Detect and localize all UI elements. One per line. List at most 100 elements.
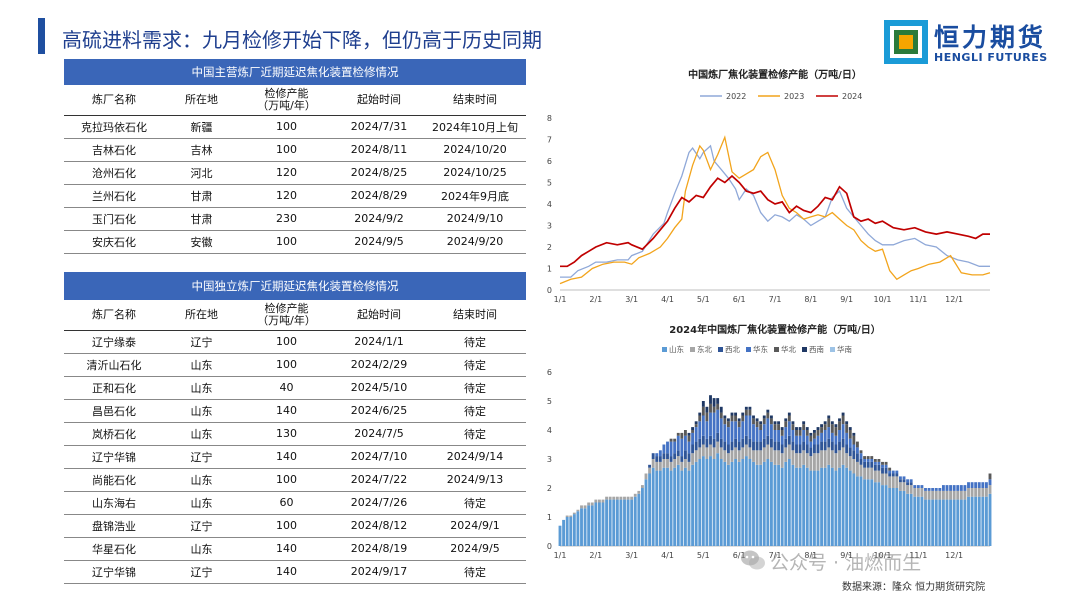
table-cell: 吉林石化: [64, 138, 164, 162]
table-cell: 100: [239, 353, 334, 377]
bar-segment: [848, 438, 852, 448]
bar-segment: [601, 502, 605, 546]
bar-segment: [927, 499, 931, 546]
bar-segment: [809, 456, 813, 471]
bar-segment: [730, 461, 734, 546]
table-row: 兰州石化 甘肃 120 2024/8/29 2024年9月底: [64, 184, 526, 208]
table-cell: 安徽: [164, 230, 239, 254]
table-cell: 昌邑石化: [64, 399, 164, 423]
bar-segment: [666, 453, 669, 459]
legend-swatch: [746, 347, 751, 352]
bar-segment: [859, 450, 863, 454]
bar-segment: [838, 418, 841, 422]
bar-segment: [759, 441, 763, 451]
bar-segment: [687, 461, 691, 471]
bar-segment: [687, 441, 691, 454]
legend-swatch: [718, 347, 723, 352]
bar-segment: [576, 511, 580, 546]
bar-segment: [795, 435, 798, 445]
bar-segment: [820, 427, 824, 433]
bar-segment: [633, 493, 637, 497]
bar-segment: [683, 459, 687, 468]
bar-segment: [956, 499, 960, 546]
table-cell: 尚能石化: [64, 468, 164, 492]
bar-segment: [773, 450, 777, 465]
bar-segment: [741, 421, 745, 439]
bar-segment: [576, 509, 580, 512]
bar-segment: [716, 432, 720, 442]
y-tick-label: 3: [547, 222, 552, 231]
table-row: 昌邑石化 山东 140 2024/6/25 待定: [64, 399, 526, 423]
bar-segment: [809, 447, 813, 457]
bar-segment: [906, 493, 910, 546]
bar-segment: [906, 485, 910, 494]
bar-segment: [909, 493, 913, 546]
bar-segment: [726, 464, 730, 546]
table-body: 辽宁缘泰 辽宁 100 2024/1/1 待定 清沂山石化 山东 100 2024/2/29 待定…: [64, 330, 526, 584]
table-cell: 甘肃: [164, 207, 239, 231]
table-row: 正和石化 山东 40 2024/5/10 待定: [64, 376, 526, 400]
bar-segment: [863, 479, 867, 546]
bar-segment: [981, 488, 985, 497]
bar-segment: [863, 461, 867, 468]
bar-segment: [734, 459, 738, 546]
bar-segment: [898, 476, 902, 480]
table-row: 吉林石化 吉林 100 2024/8/11 2024/10/20: [64, 138, 526, 162]
bar-segment: [906, 482, 910, 486]
bar-segment: [666, 467, 669, 546]
table-cell: 兰州石化: [64, 184, 164, 208]
watermark-text: 公众号 · 油燃而生: [770, 552, 922, 574]
bar-segment: [705, 447, 709, 459]
bar-segment: [870, 456, 874, 459]
bar-segment: [730, 441, 734, 451]
bar-segment: [924, 490, 927, 500]
bar-segment: [619, 496, 623, 500]
bar-segment: [805, 467, 809, 546]
table-cell: 安庆石化: [64, 230, 164, 254]
legend-swatch: [690, 347, 695, 352]
table-cell: 120: [239, 161, 334, 185]
bar-segment: [934, 499, 938, 546]
bar-segment: [744, 406, 748, 410]
table-cell: 2024/9/5: [334, 230, 424, 254]
bar-segment: [769, 447, 773, 462]
column-header: 结束时间: [424, 85, 526, 116]
bar-segment: [572, 514, 576, 546]
bar-segment: [687, 453, 691, 462]
bar-segment: [881, 464, 884, 468]
bar-segment: [583, 505, 587, 509]
bar-segment: [941, 490, 945, 500]
table-cell: 2024/9/10: [424, 207, 526, 231]
bar-segment: [676, 432, 680, 436]
bar-segment: [952, 485, 956, 491]
y-tick-label: 8: [547, 114, 552, 123]
bar-segment: [909, 482, 913, 486]
bar-segment: [802, 421, 806, 425]
bar-segment: [834, 444, 838, 454]
bar-segment: [766, 412, 770, 419]
x-tick-label: 5/1: [697, 295, 710, 304]
y-tick-label: 6: [547, 157, 552, 166]
bar-segment: [726, 427, 730, 445]
table-cell: 100: [239, 330, 334, 354]
bar-segment: [608, 499, 612, 546]
bar-segment: [683, 435, 687, 451]
bar-segment: [952, 490, 956, 500]
bar-segment: [830, 421, 834, 425]
line-chart-title: 中国炼厂焦化装置检修产能（万吨/日）: [688, 70, 862, 81]
hengli-logo: 恒力期货 HENGLI FUTURES: [880, 20, 1060, 66]
bar-segment: [855, 476, 859, 546]
bar-segment: [845, 467, 849, 546]
bar-segment: [694, 461, 698, 546]
bar-segment: [902, 482, 906, 491]
bar-segment: [934, 490, 938, 500]
bar-segment: [662, 459, 666, 468]
bar-segment: [791, 430, 795, 442]
bar-segment: [827, 438, 831, 448]
table-cell: 2024/2/29: [334, 353, 424, 377]
bar-segment: [938, 490, 942, 500]
bar-segment: [866, 479, 870, 546]
bar-segment: [838, 450, 841, 468]
bar-segment: [809, 470, 813, 546]
bar-segment: [648, 467, 652, 474]
